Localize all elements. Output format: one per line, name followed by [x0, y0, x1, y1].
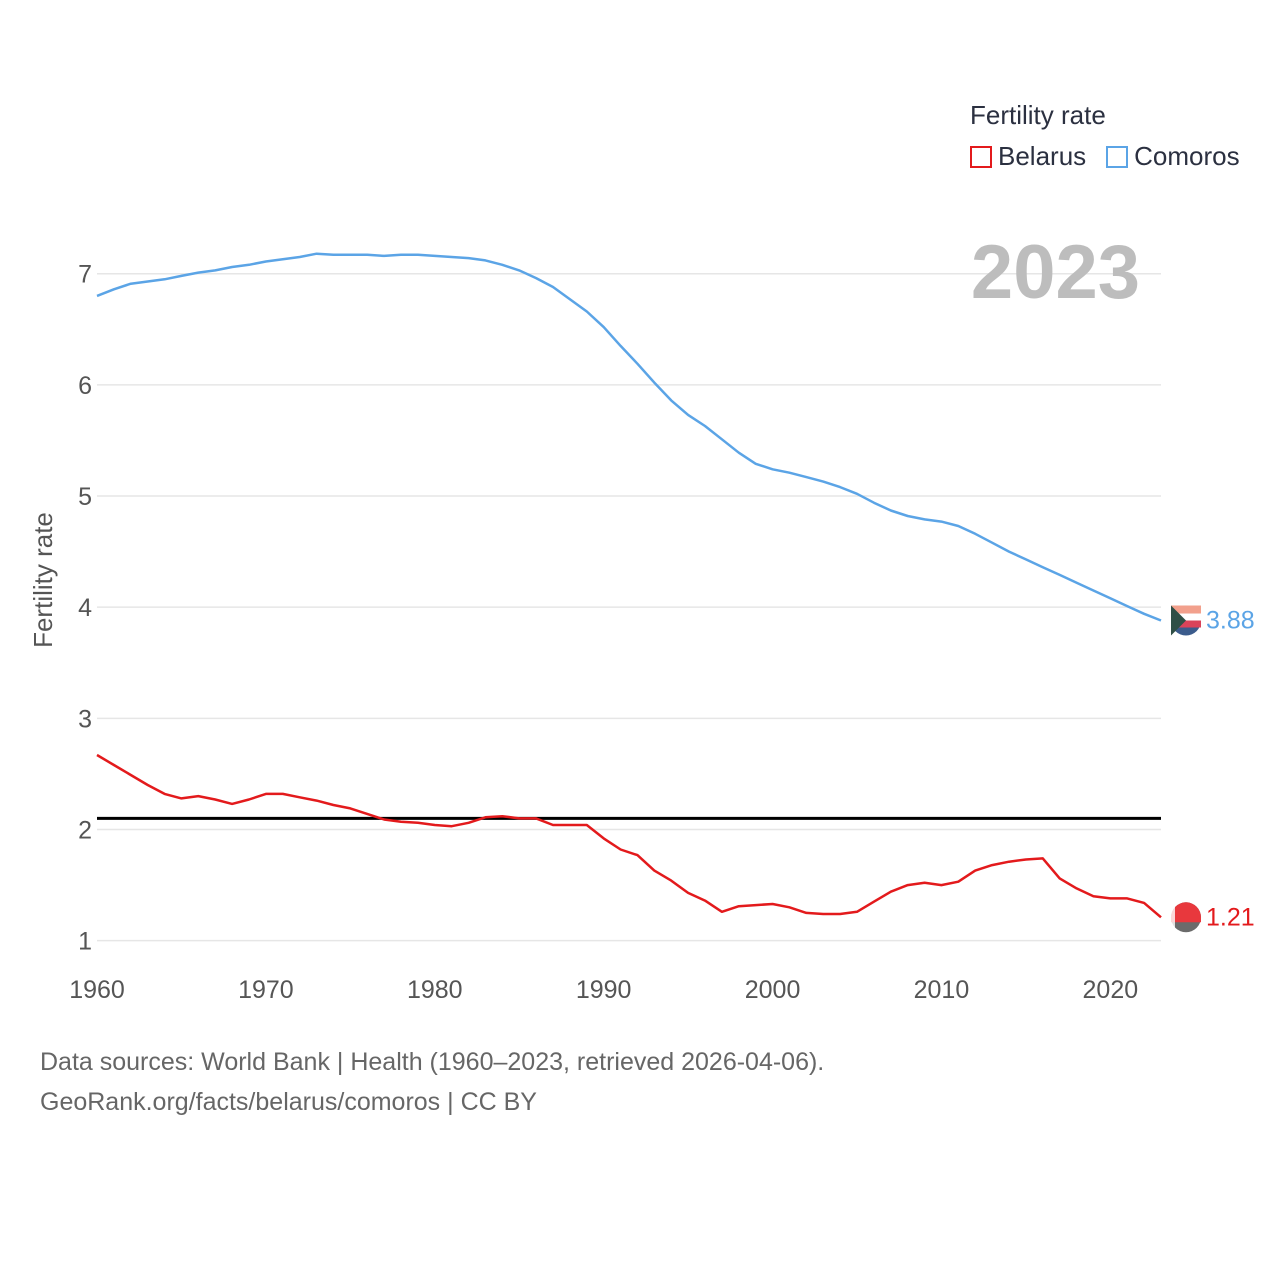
- y-tick-label: 3: [78, 705, 92, 733]
- x-axis-ticks: 1960 1970 1980 1990 2000 2010 2020: [69, 976, 1138, 1004]
- source-note: Data sources: World Bank | Health (1960–…: [40, 1042, 824, 1122]
- legend-item-comoros[interactable]: Comoros: [1106, 141, 1240, 172]
- end-label-comoros: 3.88: [1206, 607, 1255, 635]
- flag-band-2: [1171, 613, 1201, 621]
- flag-band-1: [1171, 605, 1201, 614]
- x-tick-label: 1960: [69, 976, 125, 1004]
- y-axis-label: Fertility rate: [28, 512, 58, 648]
- x-tick-label: 2010: [914, 976, 970, 1004]
- series-line-comoros: [96, 252, 1162, 622]
- series-line-belarus: [96, 753, 1162, 919]
- belarus-flag-icon: [1171, 902, 1201, 933]
- y-axis-ticks: 1 2 3 4 5 6 7: [78, 261, 92, 956]
- x-tick-label: 1990: [576, 976, 632, 1004]
- flag-red-band: [1171, 902, 1201, 923]
- flag-triangle: [1171, 605, 1186, 636]
- y-tick-label: 7: [78, 261, 92, 289]
- series-end-markers: 1.21 3.88: [1171, 605, 1255, 933]
- legend: Fertility rate Belarus Comoros: [970, 100, 1240, 172]
- legend-label-comoros: Comoros: [1134, 141, 1240, 171]
- legend-title: Fertility rate: [970, 100, 1106, 130]
- y-tick-label: 6: [78, 372, 92, 400]
- y-tick-label: 5: [78, 483, 92, 511]
- x-tick-label: 2020: [1083, 976, 1139, 1004]
- source-line-1: Data sources: World Bank | Health (1960–…: [40, 1048, 825, 1076]
- y-tick-label: 4: [78, 594, 92, 622]
- x-tick-label: 1980: [407, 976, 463, 1004]
- x-tick-label: 2000: [745, 976, 801, 1004]
- legend-label-belarus: Belarus: [998, 141, 1087, 171]
- legend-swatch-belarus: [970, 145, 992, 168]
- comoros-flag-icon: [1171, 605, 1201, 636]
- y-tick-label: 2: [78, 816, 92, 844]
- legend-swatch-comoros: [1106, 145, 1129, 168]
- grid: [97, 272, 1161, 942]
- flag-ornament: [1171, 905, 1175, 930]
- legend-item-belarus[interactable]: Belarus: [970, 141, 1086, 172]
- source-line-2[interactable]: GeoRank.org/facts/belarus/comoros | CC B…: [40, 1088, 537, 1116]
- year-label: 2023: [971, 230, 1140, 315]
- x-tick-label: 1970: [238, 976, 294, 1004]
- y-tick-label: 1: [78, 928, 92, 956]
- flag-band-3: [1171, 620, 1201, 628]
- end-label-belarus: 1.21: [1206, 903, 1255, 931]
- series-group: [96, 252, 1162, 919]
